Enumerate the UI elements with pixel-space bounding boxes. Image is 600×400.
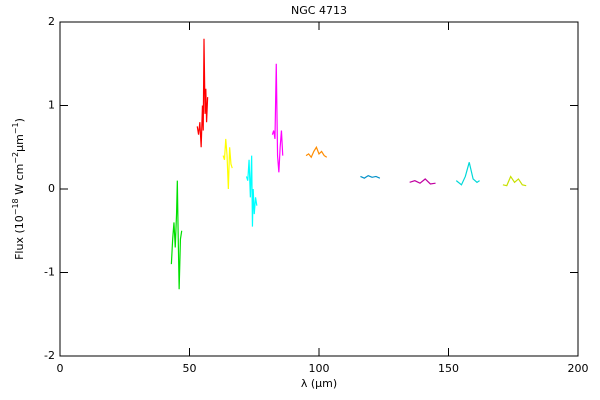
y-axis-label-part: μm (13, 134, 26, 152)
spectrum-line (360, 174, 381, 179)
spectrum-line (170, 180, 183, 290)
y-axis-label-part: −1 (11, 122, 20, 134)
spectrum-line (409, 178, 436, 185)
y-axis-label-part: −18 (11, 198, 20, 215)
y-axis-label-part: −2 (11, 152, 20, 164)
spectrum-line (245, 155, 258, 227)
y-tick-label: 2 (48, 15, 55, 28)
spectrum-line (502, 175, 527, 187)
y-axis-label-part: W cm (13, 164, 26, 199)
y-axis-label-part: ) (13, 118, 26, 122)
x-tick-label: 0 (57, 362, 64, 375)
x-tick-label: 150 (438, 362, 459, 375)
y-tick-label: 0 (48, 182, 55, 195)
y-axis-label: Flux (10−18 W cm−2μm−1) (11, 118, 26, 260)
x-tick-label: 200 (568, 362, 589, 375)
y-tick-label: -1 (44, 266, 55, 279)
spectrum-line (271, 63, 284, 173)
spectrum-line (305, 145, 328, 159)
y-tick-label: -2 (44, 349, 55, 362)
spectrum-line (196, 38, 209, 148)
x-axis-label: λ (μm) (301, 377, 337, 390)
spectrum-line (222, 138, 233, 190)
x-tick-label: 50 (183, 362, 197, 375)
x-tick-label: 100 (309, 362, 330, 375)
spectrum-line (455, 162, 480, 186)
y-tick-label: 1 (48, 99, 55, 112)
chart-title: NGC 4713 (291, 4, 347, 17)
y-axis-label-part: Flux (10 (13, 215, 26, 260)
